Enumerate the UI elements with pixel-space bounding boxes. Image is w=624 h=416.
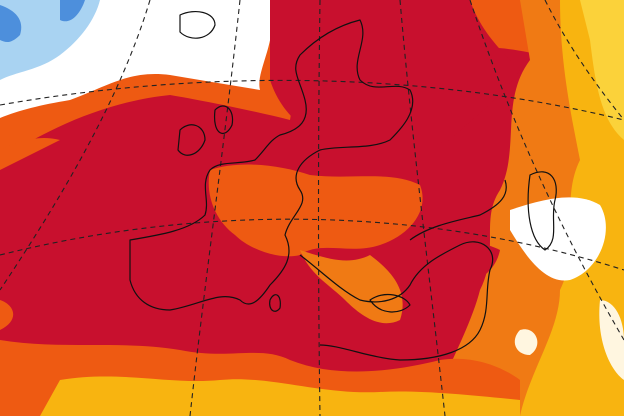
longitude-line [544,0,624,121]
coastline [269,294,281,312]
coastline [129,19,414,311]
cold-region [0,0,85,43]
longitude-line [0,0,151,291]
latitude-line [0,218,624,271]
coastline [177,124,206,156]
longitude-line [399,0,446,416]
cold-region [0,0,100,80]
coastline [179,11,216,39]
hot-region [270,0,520,148]
warm-region [0,138,60,330]
longitude-line [317,0,321,416]
warm-region [300,250,403,324]
coastline [527,171,557,251]
cold-region [510,197,606,281]
coastline [213,105,234,135]
coastline [369,293,411,313]
coastline [409,179,507,241]
longitude-line [189,0,241,416]
warm-region [40,376,520,416]
cold-region [514,300,624,380]
warm-region [580,0,624,140]
warm-region [208,164,423,257]
hot-region [409,238,500,286]
coastline [299,241,494,361]
